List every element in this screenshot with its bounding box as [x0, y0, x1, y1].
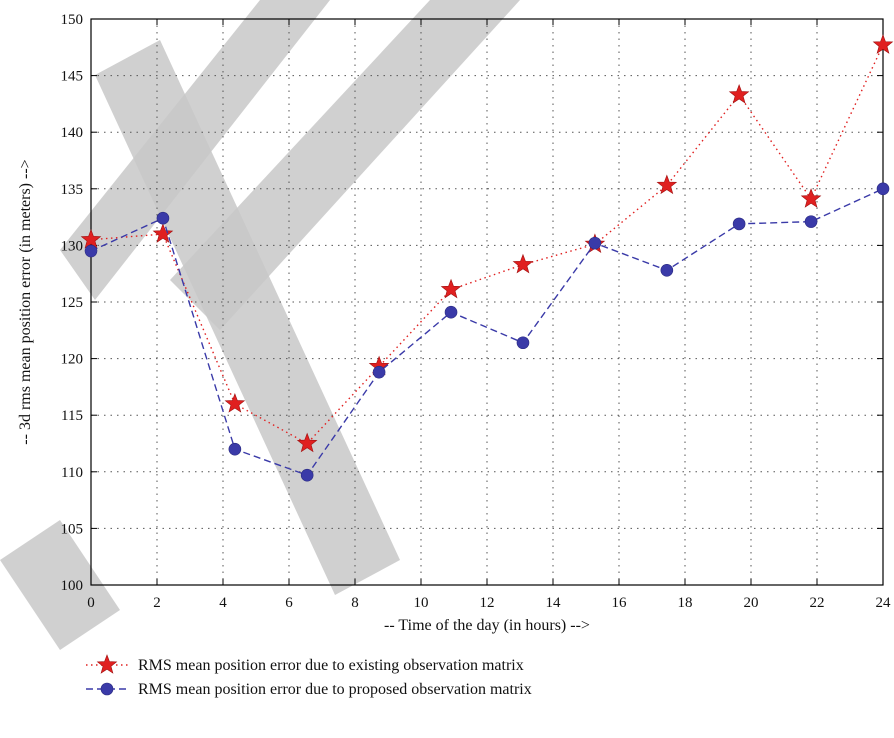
series-1-point: [372, 365, 386, 379]
axis-ticks: 0 2 4 6 8 10 12 14 16 18 20 22 241001051101151201251…: [61, 12, 892, 611]
series-1-point: [732, 217, 746, 231]
legend: RMS mean position error due to existing …: [86, 654, 532, 698]
y-tick-label: 140: [61, 125, 84, 141]
series-1-point: [84, 244, 98, 258]
series-0-point: [152, 223, 174, 243]
legend-marker-1: [100, 682, 114, 696]
y-axis-label: -- 3d rms mean position error (in meters…: [17, 159, 34, 444]
x-tick-label: 22: [810, 595, 825, 611]
y-tick-label: 105: [61, 521, 84, 537]
series-0-point: [872, 34, 894, 54]
x-tick-label: 20: [744, 595, 759, 611]
series-1-point: [588, 236, 602, 250]
series-0-point: [728, 83, 750, 104]
series-0-point: [800, 188, 822, 208]
watermark: [0, 0, 520, 650]
legend-label-1: RMS mean position error due to proposed …: [138, 681, 532, 698]
x-tick-label: 14: [546, 595, 562, 611]
series-1-point: [228, 442, 242, 456]
x-tick-label: 10: [414, 595, 429, 611]
x-tick-label: 24: [876, 595, 892, 611]
y-tick-label: 130: [61, 238, 84, 254]
x-tick-label: 2: [153, 595, 161, 611]
series-0-point: [80, 228, 102, 249]
x-tick-label: 18: [678, 595, 693, 611]
series-1-point: [156, 211, 170, 225]
series-1-point: [876, 182, 890, 196]
y-tick-label: 115: [61, 408, 83, 424]
y-tick-label: 110: [61, 465, 83, 481]
y-tick-label: 135: [61, 182, 84, 198]
series-0-point: [224, 393, 246, 413]
y-tick-label: 100: [61, 578, 84, 594]
series-1-point: [804, 215, 818, 228]
x-tick-label: 16: [612, 595, 628, 611]
series-line-0: [90, 44, 884, 445]
series-1-point: [444, 305, 458, 319]
series-0-point: [296, 432, 318, 453]
x-axis-label: -- Time of the day (in hours) -->: [384, 617, 590, 634]
x-tick-label: 12: [480, 595, 495, 611]
x-tick-label: 0: [87, 595, 95, 611]
y-tick-label: 120: [61, 352, 84, 368]
series-1-point: [300, 468, 314, 482]
y-tick-label: 125: [61, 295, 84, 311]
series-0-point: [512, 253, 534, 274]
series-1-point: [660, 264, 674, 277]
x-tick-label: 8: [351, 595, 359, 611]
series-0-point: [656, 174, 678, 195]
series-line-1: [90, 188, 884, 477]
series-1-point: [516, 336, 530, 350]
series-layer: [80, 34, 894, 482]
x-tick-label: 4: [219, 595, 227, 611]
y-tick-label: 150: [61, 12, 84, 28]
y-tick-label: 145: [61, 69, 84, 85]
legend-label-0: RMS mean position error due to existing …: [138, 657, 524, 674]
legend-marker-0: [96, 654, 118, 674]
series-0-point: [440, 278, 462, 299]
x-tick-label: 6: [285, 595, 293, 611]
